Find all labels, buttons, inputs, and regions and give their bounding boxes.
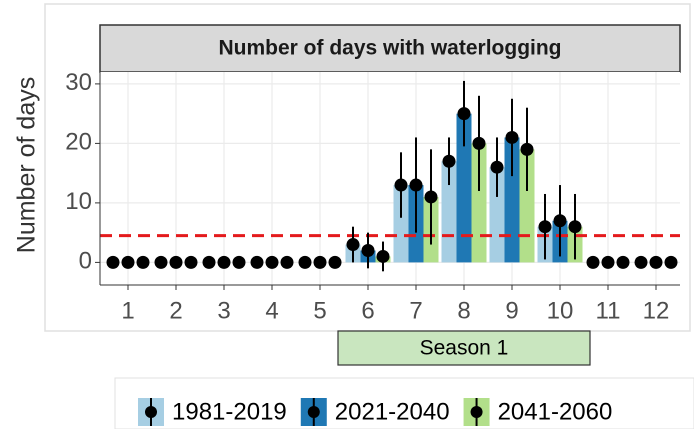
point — [649, 255, 663, 269]
legend-label: 2021-2040 — [335, 398, 450, 425]
season-box — [337, 330, 591, 366]
point — [424, 190, 438, 204]
point — [184, 255, 198, 269]
point — [394, 178, 408, 192]
point — [664, 255, 678, 269]
x-tick-label: 1 — [121, 297, 134, 324]
point — [376, 249, 390, 263]
x-tick-label: 6 — [361, 297, 374, 324]
point — [409, 178, 423, 192]
point — [202, 255, 216, 269]
point — [265, 255, 279, 269]
x-tick-label: 5 — [313, 297, 326, 324]
point — [250, 255, 264, 269]
legend-point — [307, 406, 320, 418]
bar — [393, 185, 409, 263]
y-tick-label: 0 — [79, 248, 92, 275]
point — [298, 255, 312, 269]
x-tick-label: 3 — [217, 297, 230, 324]
point — [505, 130, 519, 144]
point — [616, 255, 630, 269]
panel — [100, 72, 680, 285]
season-label: Season 1 — [420, 337, 509, 360]
x-tick-label: 2 — [169, 297, 182, 324]
legend-label: 2041-2060 — [498, 398, 613, 425]
point — [457, 107, 471, 121]
point — [361, 243, 375, 257]
x-tick-label: 10 — [547, 297, 574, 324]
point — [154, 255, 168, 269]
legend-label: 1981-2019 — [172, 398, 287, 425]
point — [280, 255, 294, 269]
bar — [489, 167, 505, 263]
chart-title: Number of days with waterlogging — [218, 37, 561, 60]
legend-point — [470, 406, 483, 418]
point — [232, 255, 246, 269]
point — [472, 136, 486, 150]
y-tick-label: 20 — [65, 129, 92, 156]
point — [634, 255, 648, 269]
point — [490, 160, 504, 174]
x-tick-label: 11 — [596, 297, 621, 324]
bar — [504, 137, 520, 263]
x-tick-label: 12 — [643, 297, 670, 324]
legend-frame — [114, 377, 694, 429]
point — [169, 255, 183, 269]
x-tick-label: 8 — [457, 297, 470, 324]
bar — [471, 143, 487, 263]
x-tick-label: 7 — [409, 297, 422, 324]
point — [328, 255, 342, 269]
point — [106, 255, 120, 269]
point — [553, 214, 567, 228]
point — [568, 220, 582, 234]
y-tick-label: 30 — [65, 69, 92, 96]
point — [121, 255, 135, 269]
legend-point — [145, 406, 157, 418]
x-tick-label: 4 — [265, 297, 278, 324]
point — [586, 255, 600, 269]
y-tick-label: 10 — [65, 188, 92, 215]
y-axis-label: Number of days — [13, 77, 41, 253]
point — [346, 238, 360, 252]
point — [136, 255, 150, 269]
bar — [456, 113, 472, 263]
x-tick-label: 9 — [505, 297, 518, 324]
point — [217, 255, 231, 269]
point — [601, 255, 615, 269]
point — [520, 142, 534, 156]
point — [538, 220, 552, 234]
point — [442, 154, 456, 168]
point — [313, 255, 327, 269]
